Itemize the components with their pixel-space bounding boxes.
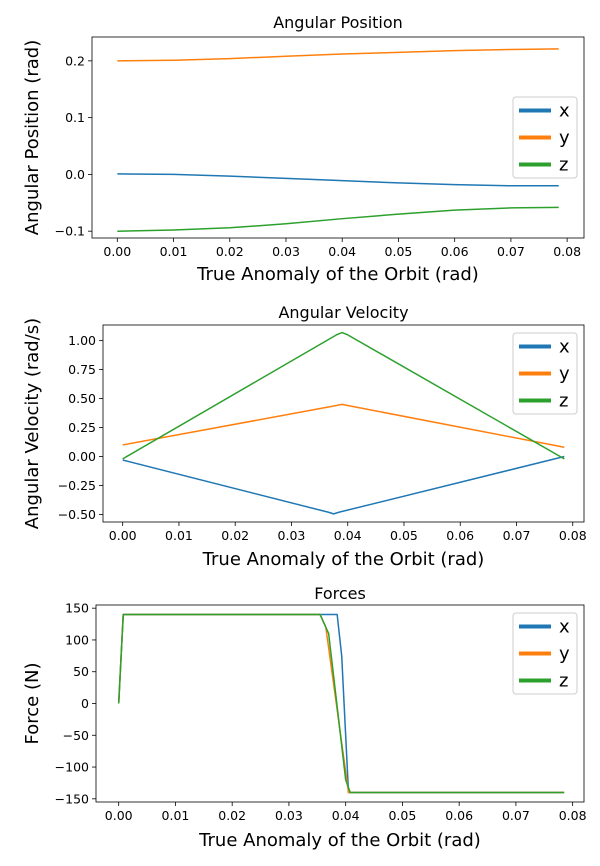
y-tick-label: 1.00 <box>68 333 96 348</box>
legend: xyz <box>512 612 578 695</box>
y-tick-label: −0.1 <box>55 224 85 239</box>
x-tick-label: 0.03 <box>278 528 306 543</box>
legend-label-y: y <box>559 128 570 149</box>
x-tick-label: 0.03 <box>275 808 303 823</box>
legend-label-x: x <box>559 101 570 122</box>
y-tick-label: 50 <box>73 664 89 679</box>
y-axis-label: Force (N) <box>22 663 43 745</box>
x-tick-label: 0.00 <box>105 808 133 823</box>
series-line-x <box>117 173 559 187</box>
x-tick-label: 0.08 <box>559 808 587 823</box>
legend-label-y: y <box>559 364 570 385</box>
legend-label-z: z <box>559 391 568 412</box>
series-line-y <box>117 48 559 62</box>
x-axis-label: True Anomaly of the Orbit (rad) <box>202 549 485 570</box>
x-tick-label: 0.06 <box>441 244 469 259</box>
x-tick-label: 0.04 <box>328 244 356 259</box>
y-tick-label: 0.2 <box>65 53 85 68</box>
y-tick-label: −0.50 <box>58 507 96 522</box>
x-tick-label: 0.05 <box>385 244 413 259</box>
y-tick-label: 0.1 <box>65 110 85 125</box>
x-tick-label: 0.05 <box>388 808 416 823</box>
x-tick-label: 0.02 <box>216 244 244 259</box>
y-tick-label: 100 <box>65 632 89 647</box>
x-tick-label: 0.06 <box>446 528 474 543</box>
y-tick-label: −0.25 <box>58 478 96 493</box>
y-tick-label: 0.50 <box>68 391 96 406</box>
x-tick-label: 0.07 <box>503 528 531 543</box>
x-tick-label: 0.04 <box>334 528 362 543</box>
x-tick-label: 0.01 <box>165 528 193 543</box>
x-tick-label: 0.07 <box>502 808 530 823</box>
series-line-x <box>117 613 565 794</box>
x-tick-label: 0.05 <box>390 528 418 543</box>
x-axis-label: True Anomaly of the Orbit (rad) <box>198 830 481 851</box>
chart-title: Angular Velocity <box>278 303 408 322</box>
axes-frame <box>102 324 585 523</box>
x-tick-label: 0.02 <box>221 528 249 543</box>
legend-label-z: z <box>559 155 568 176</box>
x-tick-label: 0.08 <box>559 528 587 543</box>
y-tick-label: 150 <box>65 601 89 616</box>
x-tick-label: 0.08 <box>553 244 581 259</box>
y-tick-label: 0 <box>81 696 89 711</box>
y-tick-label: 0.25 <box>68 420 96 435</box>
x-tick-label: 0.03 <box>272 244 300 259</box>
x-tick-label: 0.00 <box>103 244 131 259</box>
legend-label-x: x <box>559 617 570 638</box>
x-tick-label: 0.07 <box>497 244 525 259</box>
series-lines <box>117 613 565 794</box>
x-tick-label: 0.01 <box>162 808 190 823</box>
chart-0: Angular Position 0.00 0.01 0.02 0.03 0.04 0.05… <box>22 13 585 285</box>
x-tick-label: 0.04 <box>332 808 360 823</box>
y-tick-label: −50 <box>63 728 89 743</box>
series-line-y <box>117 613 565 794</box>
chart-2: Forces 0.00 0.01 0.02 0.03 0.04 0.05 0.06 0.07 0.… <box>22 584 587 851</box>
x-tick-label: 0.02 <box>218 808 246 823</box>
chart-1: Angular Velocity 0.00 0.01 0.02 0.03 0.04 0.05… <box>22 303 587 570</box>
x-tick-label: 0.01 <box>160 244 188 259</box>
y-tick-label: −150 <box>55 791 89 806</box>
axes-frame <box>91 36 585 239</box>
y-axis-label: Angular Position (rad) <box>22 40 43 235</box>
series-line-z <box>117 613 565 794</box>
series-line-x <box>122 455 565 515</box>
legend: xyz <box>512 96 578 179</box>
series-line-z <box>117 206 559 232</box>
series-line-z <box>122 331 565 460</box>
y-tick-label: 0.0 <box>65 167 85 182</box>
y-tick-label: −100 <box>55 760 89 775</box>
series-lines <box>122 331 565 515</box>
legend-label-z: z <box>559 671 568 692</box>
chart-title: Forces <box>314 584 366 603</box>
legend: xyz <box>512 332 578 415</box>
y-tick-label: 0.75 <box>68 362 96 377</box>
y-axis-label: Angular Velocity (rad/s) <box>22 318 43 529</box>
series-line-y <box>122 403 565 448</box>
chart-title: Angular Position <box>273 13 403 32</box>
legend-label-x: x <box>559 337 570 358</box>
x-tick-label: 0.00 <box>109 528 137 543</box>
legend-label-y: y <box>559 644 570 665</box>
x-tick-label: 0.06 <box>445 808 473 823</box>
y-tick-label: 0.00 <box>68 449 96 464</box>
series-lines <box>117 48 559 232</box>
x-axis-label: True Anomaly of the Orbit (rad) <box>196 264 479 285</box>
